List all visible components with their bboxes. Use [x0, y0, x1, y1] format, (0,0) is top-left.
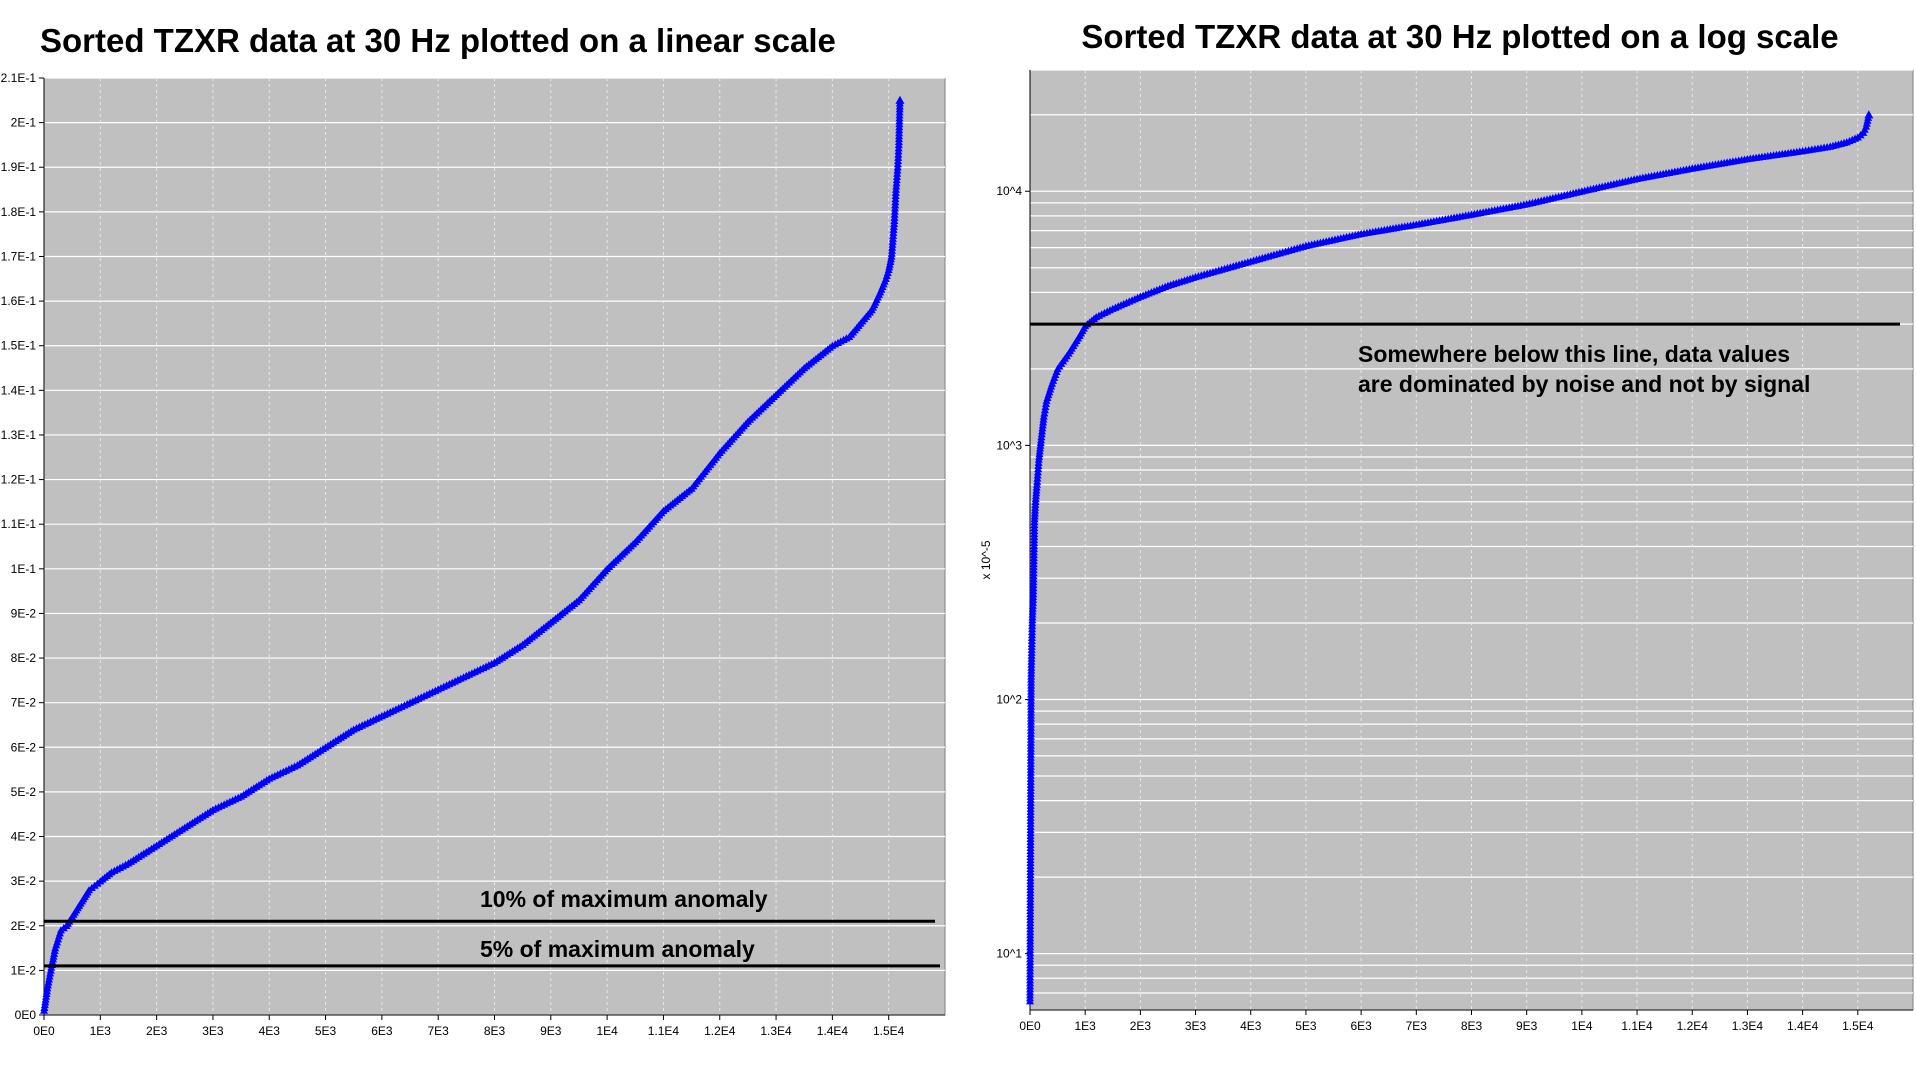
y-tick-label: 1E-2 — [11, 963, 37, 977]
y-tick-label: 1.7E-1 — [1, 249, 37, 263]
y-tick-label: 1.4E-1 — [1, 383, 37, 397]
annotation-noise-line-1: Somewhere below this line, data values — [1358, 341, 1790, 367]
y-tick-label: 1.6E-1 — [1, 294, 37, 308]
y-tick-label: 10^2 — [996, 692, 1022, 706]
y-tick-label: 2E-1 — [11, 116, 37, 130]
annotation-noise-line-2: are dominated by noise and not by signal — [1358, 371, 1810, 397]
y-tick-label: 10^1 — [996, 947, 1022, 961]
x-tick-label: 5E3 — [1295, 1019, 1317, 1033]
x-tick-label: 1E3 — [1075, 1019, 1097, 1033]
x-tick-label: 1E4 — [596, 1024, 618, 1038]
y-tick-label: 1.2E-1 — [1, 473, 37, 487]
y-tick-label: 0E0 — [15, 1008, 37, 1022]
x-tick-label: 1.5E4 — [1842, 1019, 1874, 1033]
x-tick-label: 6E3 — [371, 1024, 393, 1038]
x-tick-label: 1.3E4 — [1732, 1019, 1764, 1033]
y-tick-label: 9E-2 — [11, 606, 37, 620]
x-tick-label: 1.4E4 — [1787, 1019, 1819, 1033]
y-tick-label: 1.8E-1 — [1, 205, 37, 219]
chart-title-log: Sorted TZXR data at 30 Hz plotted on a l… — [1081, 18, 1839, 55]
y-tick-label: 10^4 — [996, 184, 1022, 198]
x-tick-label: 2E3 — [146, 1024, 168, 1038]
x-tick-label: 9E3 — [540, 1024, 562, 1038]
annotation-10-percent: 10% of maximum anomaly — [480, 886, 768, 912]
y-tick-label: 6E-2 — [11, 740, 37, 754]
x-tick-label: 1.1E4 — [1621, 1019, 1653, 1033]
y-tick-label: 10^3 — [996, 438, 1022, 452]
annotation-5-percent: 5% of maximum anomaly — [480, 936, 755, 962]
x-tick-label: 2E3 — [1130, 1019, 1152, 1033]
y-tick-label: 4E-2 — [11, 830, 37, 844]
x-tick-label: 3E3 — [1185, 1019, 1207, 1033]
x-tick-label: 0E0 — [1019, 1019, 1041, 1033]
x-tick-label: 1.5E4 — [873, 1024, 905, 1038]
y-tick-label: 8E-2 — [11, 651, 37, 665]
x-tick-label: 4E3 — [259, 1024, 281, 1038]
x-tick-label: 9E3 — [1516, 1019, 1538, 1033]
x-tick-label: 7E3 — [428, 1024, 450, 1038]
y-tick-label: 1.1E-1 — [1, 517, 37, 531]
x-tick-label: 4E3 — [1240, 1019, 1262, 1033]
y-tick-label: 1.3E-1 — [1, 428, 37, 442]
x-tick-label: 1E3 — [90, 1024, 112, 1038]
x-tick-label: 7E3 — [1406, 1019, 1428, 1033]
y-tick-label: 1.9E-1 — [1, 160, 37, 174]
linear-chart: 0E0 1E3 2E3 3E3 4E3 5E3 6E3 7E3 8E3 9E3 1E4 1.1E4 1.… — [1, 71, 946, 1038]
x-tick-label: 1E4 — [1571, 1019, 1593, 1033]
x-tick-label: 1.1E4 — [648, 1024, 680, 1038]
chart-title-linear: Sorted TZXR data at 30 Hz plotted on a l… — [40, 22, 836, 59]
data-point-marker — [1864, 110, 1874, 119]
y-axis-label-log: x 10^-5 — [979, 540, 993, 579]
y-tick-label: 2.1E-1 — [1, 71, 37, 85]
y-tick-label: 1.5E-1 — [1, 339, 37, 353]
y-tick-label: 1E-1 — [11, 562, 37, 576]
x-tick-label: 1.3E4 — [760, 1024, 792, 1038]
x-tick-label: 1.2E4 — [1677, 1019, 1709, 1033]
x-tick-label: 1.2E4 — [704, 1024, 736, 1038]
x-tick-label: 8E3 — [484, 1024, 506, 1038]
log-chart: 0E0 1E3 2E3 3E3 4E3 5E3 6E3 7E3 8E3 9E3 1E4 1.1E4 1.… — [996, 69, 1914, 1033]
x-tick-label: 3E3 — [202, 1024, 224, 1038]
y-tick-label: 2E-2 — [11, 919, 37, 933]
x-tick-label: 8E3 — [1461, 1019, 1483, 1033]
y-tick-label: 5E-2 — [11, 785, 37, 799]
y-tick-label: 3E-2 — [11, 874, 37, 888]
x-tick-label: 0E0 — [33, 1024, 55, 1038]
x-tick-label: 1.4E4 — [817, 1024, 849, 1038]
x-tick-label: 6E3 — [1350, 1019, 1372, 1033]
x-tick-label: 5E3 — [315, 1024, 337, 1038]
data-point-marker — [895, 95, 905, 104]
y-tick-label: 7E-2 — [11, 696, 37, 710]
